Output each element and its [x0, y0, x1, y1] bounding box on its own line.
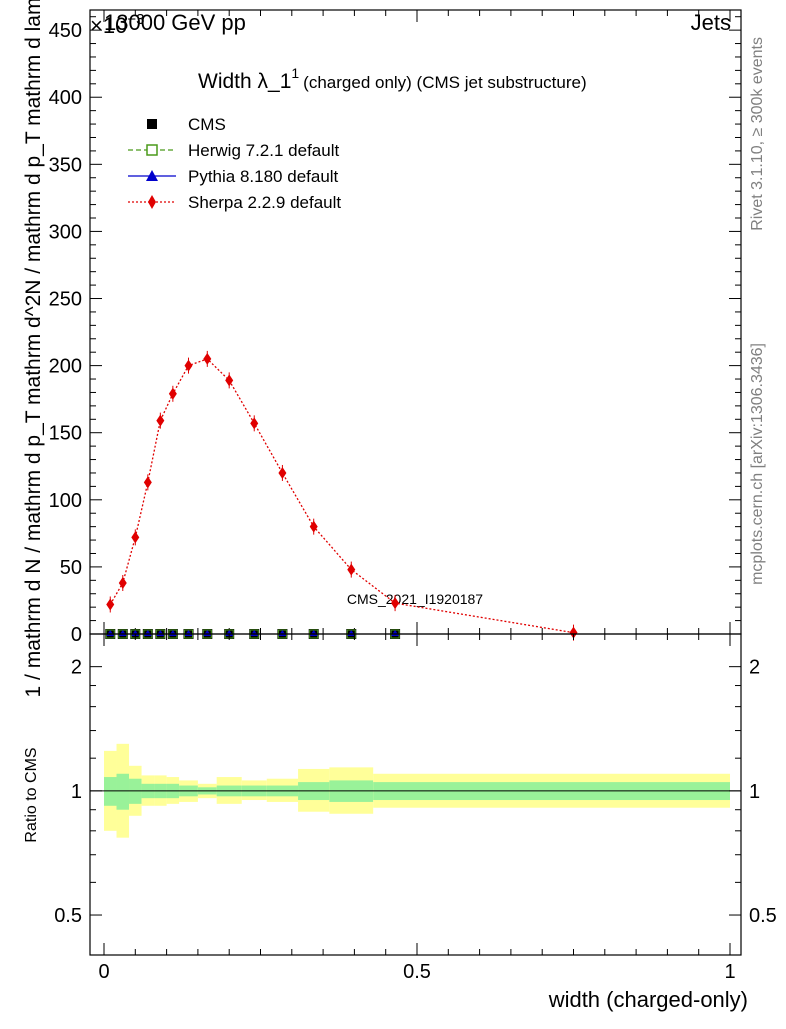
legend-label: Sherpa 2.2.9 default: [188, 193, 341, 212]
main-y-tick-label: 200: [49, 356, 82, 378]
ratio-x-ticks: 0 0.5 1: [98, 634, 736, 983]
main-y-tick-label: 0: [71, 624, 82, 646]
ratio-y-tick-label: 0.5: [54, 905, 82, 927]
ratio-y-tick-label-right: 0.5: [749, 905, 777, 927]
sherpa-point: [391, 597, 400, 610]
main-y-tick-label: 250: [49, 289, 82, 311]
ratio-y-ticks: 0.5 0.5 1 1 2 2: [54, 657, 777, 927]
sherpa-point: [143, 476, 152, 489]
sherpa-point: [347, 563, 356, 576]
legend-entry: Pythia 8.180 default: [128, 167, 339, 186]
energy-label: 13000 GeV pp: [104, 10, 246, 35]
main-y-tick-label: 100: [49, 490, 82, 512]
legend-entry: Herwig 7.2.1 default: [128, 141, 339, 160]
sherpa-point: [184, 359, 193, 372]
legend-marker: [147, 119, 157, 129]
legend-marker: [148, 195, 156, 209]
ratio-y-axis-label: Ratio to CMS: [23, 747, 40, 842]
legend-label: CMS: [188, 115, 226, 134]
main-y-tick-label: 350: [49, 154, 82, 176]
legend-marker: [146, 170, 158, 181]
ratio-inner-band: [116, 773, 130, 810]
x-tick-label: 0.5: [403, 961, 431, 983]
sherpa-point: [131, 531, 140, 544]
rivet-label: Rivet 3.1.10, ≥ 300k events: [749, 37, 766, 231]
main-y-ticks: 0 50 100 150 200 250 300 350 400 450: [49, 16, 741, 646]
legend: CMS Herwig 7.2.1 default Pythia 8.180 defa…: [128, 115, 341, 212]
legend-entry: CMS: [147, 115, 226, 134]
ratio-panel: 0.5 0.51 12 2 0 0.5 1 Ratio to CMS width (cha…: [23, 633, 777, 1012]
sherpa-point: [203, 352, 212, 365]
ratio-y-tick-label-right: 1: [749, 781, 760, 803]
exponent-label: ×10−3: [90, 11, 144, 38]
sherpa-line: [109, 358, 574, 634]
legend-entry: Sherpa 2.2.9 default: [128, 193, 341, 212]
main-x-ticks: [103, 10, 731, 634]
sherpa-point: [225, 374, 234, 387]
main-y-tick-label: 50: [60, 557, 82, 579]
legend-label: Herwig 7.2.1 default: [188, 141, 339, 160]
sherpa-point: [168, 387, 177, 400]
analysis-watermark: CMS_2021_I1920187: [347, 591, 483, 607]
chart-title: Width λ_11 (charged only) (CMS jet substr…: [198, 65, 587, 93]
ratio-y-tick-label-right: 2: [749, 657, 760, 679]
x-axis-label: width (charged-only): [548, 987, 748, 1012]
sherpa-point: [309, 520, 318, 533]
sherpa-point: [569, 626, 578, 639]
x-tick-label: 0: [98, 961, 109, 983]
sherpa-point: [250, 417, 259, 430]
main-y-tick-label: 300: [49, 221, 82, 243]
main-frame: [89, 9, 742, 635]
sherpa-point: [278, 466, 287, 479]
mcplots-label: mcplots.cern.ch [arXiv:1306.3436]: [749, 343, 766, 585]
main-series: [105, 350, 578, 641]
main-y-tick-label: 450: [49, 20, 82, 42]
category-label: Jets: [691, 10, 731, 35]
x-tick-label: 1: [724, 961, 735, 983]
main-y-tick-label: 400: [49, 87, 82, 109]
main-panel: 1 / mathrm d N / mathrm d p_T mathrm d^2…: [22, 0, 742, 697]
main-y-tick-label: 150: [49, 423, 82, 445]
sherpa-point: [118, 577, 127, 590]
ratio-y-tick-label: 1: [71, 781, 82, 803]
ratio-inner-band: [104, 777, 117, 806]
main-y-axis-label: 1 / mathrm d N / mathrm d p_T mathrm d^2…: [22, 0, 45, 697]
legend-marker: [146, 144, 158, 156]
legend-label: Pythia 8.180 default: [188, 167, 339, 186]
ratio-frame: [89, 633, 742, 956]
sherpa-point: [106, 598, 115, 611]
ratio-y-tick-label: 2: [71, 657, 82, 679]
sherpa-point: [156, 414, 165, 427]
